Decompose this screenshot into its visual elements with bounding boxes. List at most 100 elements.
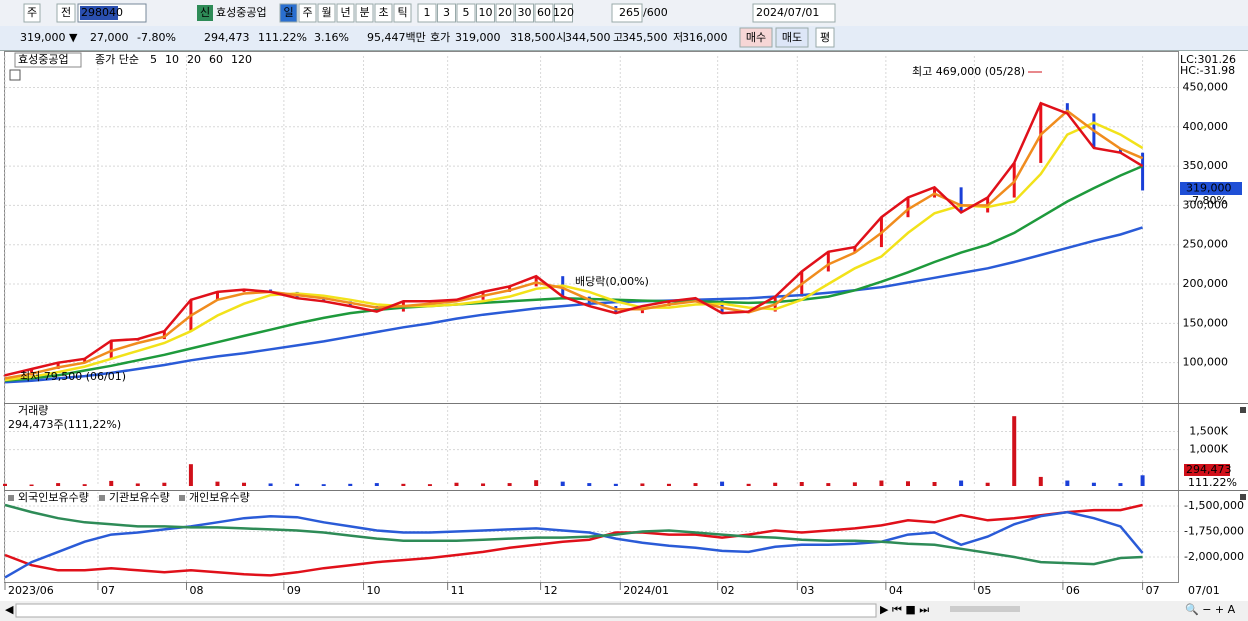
button[interactable] xyxy=(23,3,41,23)
button-label[interactable]: 틱 xyxy=(397,6,407,19)
quote-price: 319,000 ▼ xyxy=(20,31,78,44)
button[interactable] xyxy=(554,3,573,23)
button[interactable] xyxy=(417,3,437,23)
y-tick-label: 300,000 xyxy=(1183,198,1229,211)
series-line xyxy=(4,226,1143,384)
button[interactable] xyxy=(775,27,809,48)
scroll-right[interactable]: ▶ ⏮ ■ ⏭ xyxy=(880,603,929,616)
volume-bar xyxy=(905,481,910,486)
x-tick-label: 07 xyxy=(1146,584,1160,597)
button-label[interactable]: 매수 xyxy=(746,31,766,44)
y-tick-label: 350,000 xyxy=(1183,159,1229,172)
button-label[interactable]: 120 xyxy=(553,6,574,19)
new-label[interactable]: 신 xyxy=(200,6,210,19)
count[interactable]: 265 xyxy=(619,6,640,19)
button-label[interactable]: 30 xyxy=(518,6,532,19)
button-label[interactable]: 주 xyxy=(27,6,37,19)
volume-bar xyxy=(321,484,326,486)
button[interactable] xyxy=(374,3,393,23)
button[interactable] xyxy=(317,3,336,23)
button-label[interactable]: 전 xyxy=(61,6,71,19)
button[interactable] xyxy=(336,3,355,23)
button-label[interactable]: 1 xyxy=(424,6,431,19)
quote-bid-label: 호가 xyxy=(430,31,450,44)
button[interactable] xyxy=(437,3,456,23)
panel-close[interactable] xyxy=(1240,494,1246,500)
volume-bar xyxy=(1091,482,1096,486)
button-label[interactable]: 3 xyxy=(443,6,450,19)
volume-bar xyxy=(799,482,804,486)
button[interactable] xyxy=(355,3,374,23)
date-input[interactable] xyxy=(752,3,836,23)
low-annotation: 최저 79,500 (06/01) xyxy=(20,370,126,383)
button[interactable] xyxy=(815,27,835,48)
panel-close[interactable] xyxy=(1240,407,1246,413)
button-label[interactable]: 주 xyxy=(302,6,312,19)
volume-bar xyxy=(932,482,937,486)
button[interactable] xyxy=(393,3,412,23)
price-candle xyxy=(215,291,219,300)
volume-bar xyxy=(374,483,379,486)
button-label[interactable]: 월 xyxy=(321,6,331,19)
x-tick-label: 05 xyxy=(977,584,991,597)
volume-bar xyxy=(640,483,645,486)
scroll-left[interactable]: ◀ xyxy=(5,603,14,616)
volume-bar xyxy=(295,483,300,486)
volume-bar xyxy=(82,484,87,486)
button-label[interactable]: 년 xyxy=(340,6,350,19)
price-candle xyxy=(322,298,326,302)
count-input[interactable] xyxy=(611,3,643,23)
quote-high-label: 고 xyxy=(613,31,623,44)
button-label[interactable]: 분 xyxy=(359,6,369,19)
button[interactable] xyxy=(456,3,476,23)
plot-frame xyxy=(4,51,1179,583)
date[interactable]: 2024/07/01 xyxy=(756,6,819,19)
zoom-slider[interactable] xyxy=(950,606,1020,612)
volume-bar xyxy=(215,481,220,486)
button-label[interactable]: 일 xyxy=(283,5,293,19)
button[interactable] xyxy=(534,3,554,23)
button[interactable] xyxy=(279,3,298,23)
volume-bar xyxy=(879,480,884,486)
volume-bar xyxy=(29,484,34,486)
button-label[interactable]: 10 xyxy=(479,6,493,19)
volume-bar xyxy=(348,483,353,486)
button-label[interactable]: 60 xyxy=(537,6,551,19)
code[interactable]: 298040 xyxy=(81,6,123,19)
table-icon[interactable] xyxy=(9,69,21,81)
quote-ask: 319,000 xyxy=(455,31,501,44)
quote-volume-ratio: 111.22% xyxy=(258,31,307,44)
quote-high: 345,500 xyxy=(622,31,668,44)
button[interactable] xyxy=(298,3,317,23)
volume-bar xyxy=(720,481,725,486)
price-candle xyxy=(30,368,34,376)
dividend-annotation: 배당락(0,00%) xyxy=(575,275,649,288)
volume-bar xyxy=(1118,483,1123,486)
quote-bid: 318,500 xyxy=(510,31,556,44)
button-label[interactable]: 매도 xyxy=(782,31,802,44)
high-annotation: 최고 469,000 (05/28) xyxy=(912,65,1025,78)
button[interactable] xyxy=(495,3,515,23)
button[interactable] xyxy=(739,27,773,48)
volume-bar xyxy=(534,480,539,486)
volume-bar xyxy=(826,483,831,486)
zoom-tools[interactable]: 🔍 − + A xyxy=(1185,602,1236,616)
scroll-thumb[interactable] xyxy=(15,603,877,618)
hc-label: HC:-31.98 xyxy=(1180,64,1235,77)
x-tick-label: 03 xyxy=(800,584,814,597)
button[interactable] xyxy=(515,3,534,23)
legend-entry: 기관보유수량 xyxy=(109,491,170,504)
volume-bar xyxy=(268,483,273,486)
y-tick-label: 250,000 xyxy=(1183,238,1229,251)
button-label[interactable]: 평 xyxy=(820,31,830,44)
button-label[interactable]: 20 xyxy=(498,6,512,19)
button[interactable] xyxy=(476,3,495,23)
new-badge[interactable] xyxy=(197,5,213,21)
button[interactable] xyxy=(56,3,76,23)
y-tick-label: 1,000K xyxy=(1189,443,1228,456)
button-label[interactable]: 5 xyxy=(463,6,470,19)
button-label[interactable]: 초 xyxy=(378,6,388,19)
code-highlight[interactable] xyxy=(80,6,118,20)
volume-bar xyxy=(135,483,140,486)
